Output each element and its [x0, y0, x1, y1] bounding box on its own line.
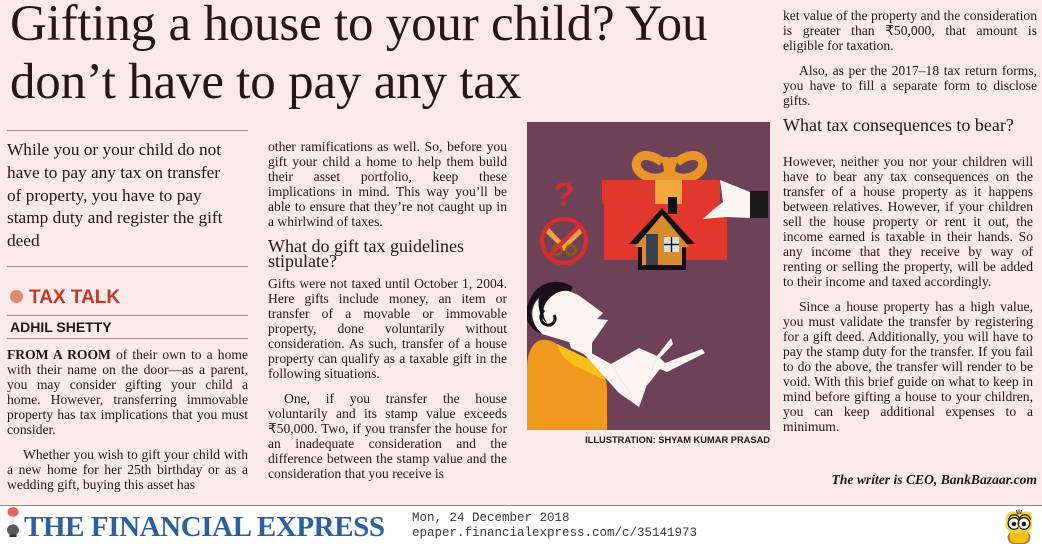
svg-text:?: ?	[554, 176, 575, 214]
